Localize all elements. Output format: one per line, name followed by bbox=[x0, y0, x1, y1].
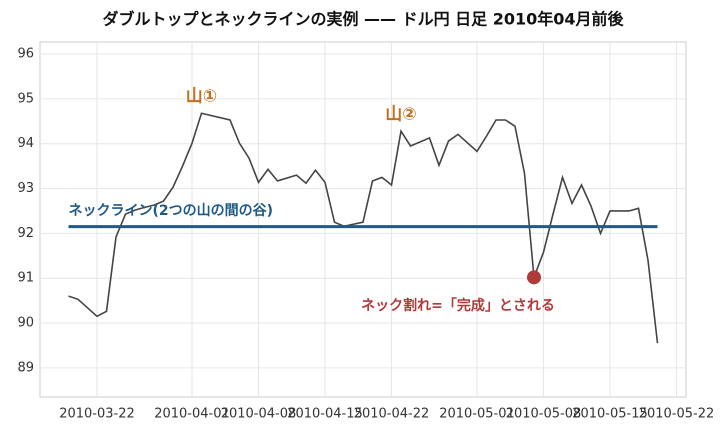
y-tick-label: 89 bbox=[17, 360, 34, 375]
annotation: 山② bbox=[385, 105, 416, 125]
x-tick-label: 2010-05-15 bbox=[572, 407, 648, 422]
annotation: ネックライン(2つの山の間の谷) bbox=[69, 203, 274, 219]
annotation: ネック割れ=「完成」とされる bbox=[361, 297, 555, 314]
x-tick-label: 2010-03-22 bbox=[59, 407, 135, 422]
plot-frame bbox=[39, 41, 687, 398]
y-tick-label: 91 bbox=[17, 271, 34, 286]
price-line bbox=[68, 112, 659, 344]
x-tick-label: 2010-04-22 bbox=[354, 407, 430, 422]
y-tick-label: 96 bbox=[17, 47, 34, 62]
x-tick-label: 2010-05-08 bbox=[506, 407, 582, 422]
y-tick-label: 94 bbox=[17, 136, 34, 151]
break-point bbox=[527, 270, 541, 285]
y-tick-label: 92 bbox=[17, 226, 34, 241]
y-tick-label: 93 bbox=[17, 181, 34, 196]
x-tick-label: 2010-04-01 bbox=[154, 407, 230, 422]
y-tick-label: 90 bbox=[17, 316, 34, 331]
chart-title: ダブルトップとネックラインの実例 —— ドル円 日足 2010年04月前後 bbox=[102, 10, 624, 29]
x-tick-label: 2010-04-08 bbox=[221, 407, 297, 422]
x-tick-label: 2010-05-22 bbox=[639, 407, 715, 422]
annotation: 山① bbox=[186, 87, 217, 107]
x-tick-label: 2010-05-01 bbox=[439, 407, 515, 422]
y-tick-label: 95 bbox=[17, 91, 34, 106]
x-tick-label: 2010-04-15 bbox=[287, 407, 363, 422]
